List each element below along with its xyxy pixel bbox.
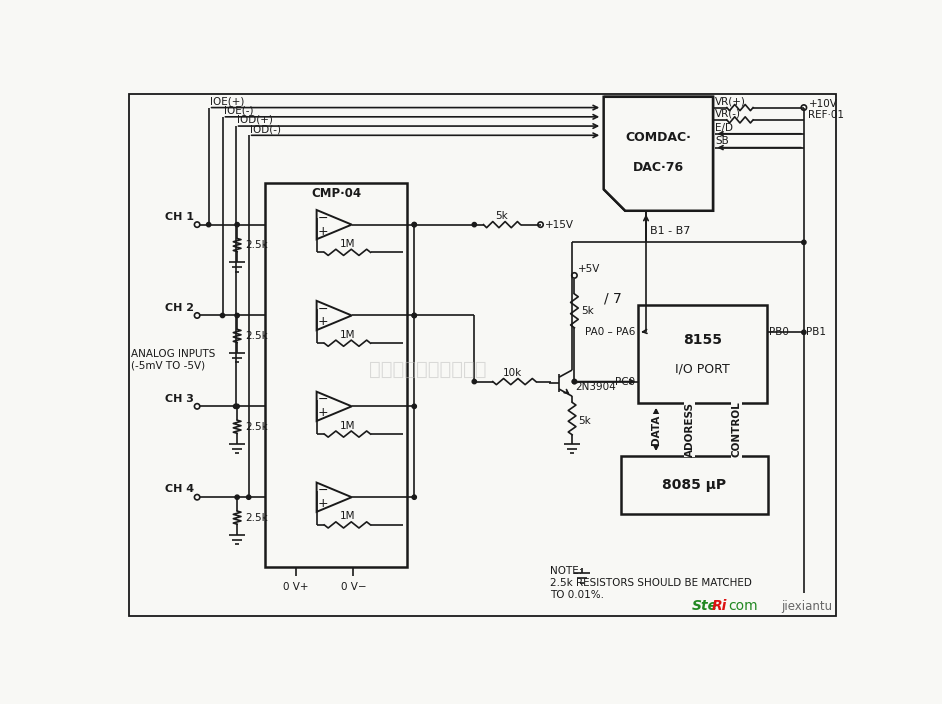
Text: 2.5k: 2.5k <box>245 240 268 250</box>
Text: 1M: 1M <box>340 511 355 522</box>
Circle shape <box>412 222 416 227</box>
Text: +10V: +10V <box>808 99 837 108</box>
Text: 0 V+: 0 V+ <box>283 582 308 592</box>
Text: IOE(+): IOE(+) <box>210 96 245 106</box>
Text: CH 2: CH 2 <box>165 303 194 313</box>
Text: CH 3: CH 3 <box>165 394 194 403</box>
Text: +: + <box>317 315 329 329</box>
Bar <box>638 305 767 403</box>
Text: PC0: PC0 <box>615 377 635 386</box>
Text: I/O PORT: I/O PORT <box>674 363 730 375</box>
Text: PB0: PB0 <box>770 327 789 337</box>
Circle shape <box>412 404 416 408</box>
Text: Ste: Ste <box>691 598 718 612</box>
Circle shape <box>472 379 477 384</box>
Text: DAC·76: DAC·76 <box>633 161 684 174</box>
Text: 0 V−: 0 V− <box>341 582 366 592</box>
Text: CMP·04: CMP·04 <box>311 187 361 201</box>
Text: +15V: +15V <box>545 220 574 230</box>
Text: ANALOG INPUTS
(-5mV TO -5V): ANALOG INPUTS (-5mV TO -5V) <box>131 349 216 371</box>
Circle shape <box>802 330 806 334</box>
Text: 2.5k: 2.5k <box>245 422 268 432</box>
Text: ADORESS: ADORESS <box>685 402 695 457</box>
Text: jiexiantu: jiexiantu <box>781 600 832 612</box>
Circle shape <box>235 222 239 227</box>
Circle shape <box>572 379 577 384</box>
Circle shape <box>247 495 251 499</box>
Text: / 7: / 7 <box>604 291 622 306</box>
Text: +: + <box>317 406 329 420</box>
Circle shape <box>802 240 806 244</box>
Text: E/D: E/D <box>715 122 733 132</box>
Circle shape <box>412 222 416 227</box>
Text: PB1: PB1 <box>806 327 826 337</box>
Text: 1M: 1M <box>340 420 355 431</box>
Text: com: com <box>728 598 758 612</box>
Circle shape <box>412 495 416 499</box>
Text: Ri: Ri <box>711 598 727 612</box>
Text: CONTROL: CONTROL <box>731 401 741 458</box>
Text: 1M: 1M <box>340 329 355 340</box>
Circle shape <box>412 313 416 318</box>
Text: 5k: 5k <box>581 306 594 316</box>
Text: IOD(-): IOD(-) <box>251 124 282 134</box>
Circle shape <box>412 313 416 318</box>
Bar <box>265 183 407 567</box>
Text: COMDAC·: COMDAC· <box>625 132 691 144</box>
Circle shape <box>220 313 225 318</box>
Text: 8155: 8155 <box>683 333 722 347</box>
Text: 2.5k: 2.5k <box>245 331 268 341</box>
Text: VR(+): VR(+) <box>715 96 746 106</box>
Circle shape <box>472 222 477 227</box>
Text: −: − <box>317 303 329 315</box>
Circle shape <box>234 404 237 408</box>
Text: +5V: +5V <box>577 264 600 275</box>
Text: 5k: 5k <box>495 211 509 221</box>
Text: 10k: 10k <box>503 368 523 378</box>
Text: PA0 – PA6: PA0 – PA6 <box>585 327 635 337</box>
Text: DATA: DATA <box>651 414 661 445</box>
Text: IOE(-): IOE(-) <box>224 106 253 115</box>
Text: IOD(+): IOD(+) <box>237 115 273 125</box>
Text: B1 - B7: B1 - B7 <box>650 226 690 236</box>
Text: CH 4: CH 4 <box>165 484 194 494</box>
Text: REF·01: REF·01 <box>808 110 844 120</box>
Text: −: − <box>317 484 329 497</box>
Text: 8085 μP: 8085 μP <box>662 478 726 492</box>
Text: +: + <box>317 497 329 510</box>
Text: +: + <box>317 225 329 237</box>
Text: CH 1: CH 1 <box>165 212 194 222</box>
Circle shape <box>235 495 239 499</box>
Text: 1M: 1M <box>340 239 355 249</box>
Text: 杭州将客科技有限公司: 杭州将客科技有限公司 <box>369 360 487 379</box>
Text: 2.5k: 2.5k <box>245 513 268 522</box>
Circle shape <box>235 313 239 318</box>
Text: SB: SB <box>715 137 729 146</box>
Circle shape <box>572 379 577 384</box>
Text: 5k: 5k <box>578 416 591 426</box>
Polygon shape <box>604 97 713 210</box>
Text: −: − <box>317 212 329 225</box>
Text: −: − <box>317 394 329 406</box>
Text: 2N3904: 2N3904 <box>576 382 616 392</box>
Text: VR(-): VR(-) <box>715 108 741 119</box>
Circle shape <box>206 222 211 227</box>
Circle shape <box>235 404 239 408</box>
Bar <box>621 455 769 514</box>
Text: NOTE:
2.5k RESISTORS SHOULD BE MATCHED
TO 0.01%.: NOTE: 2.5k RESISTORS SHOULD BE MATCHED T… <box>550 567 752 600</box>
